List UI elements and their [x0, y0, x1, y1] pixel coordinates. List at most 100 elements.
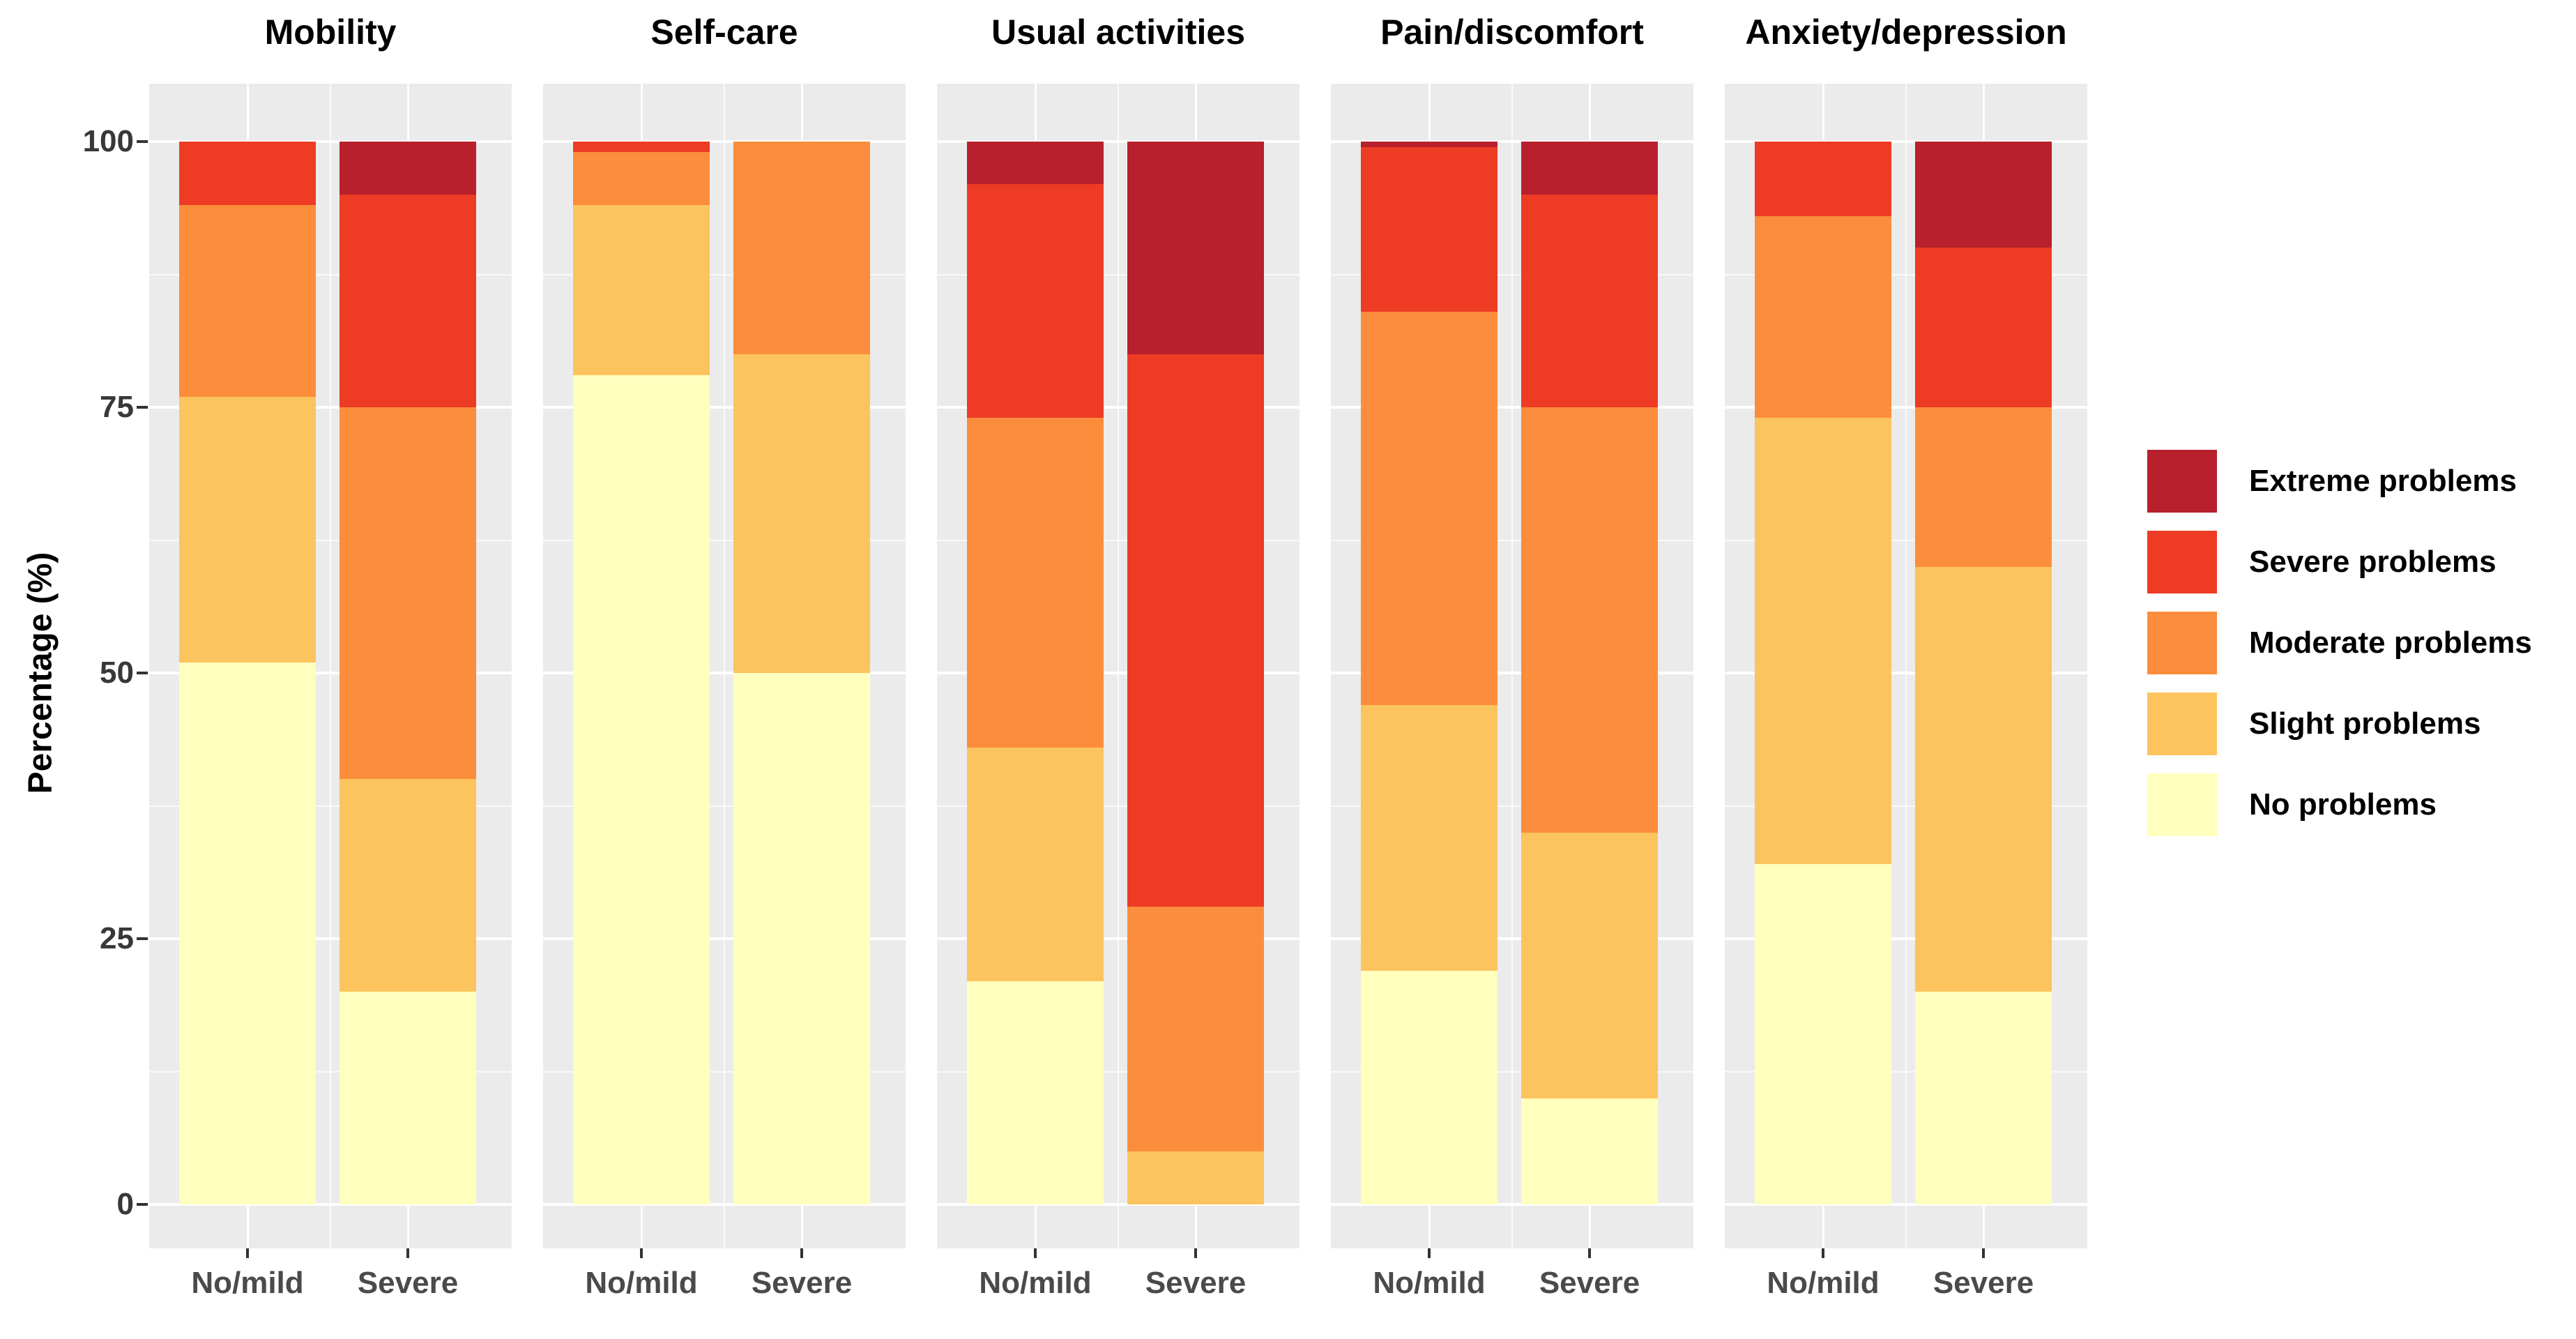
- bar-segment-moderate-problems: [1361, 311, 1497, 705]
- bar-segment-no-problems: [573, 375, 710, 1204]
- facet-title: Anxiety/depression: [1745, 13, 2067, 52]
- facet-panel: [1725, 84, 2087, 1248]
- x-tick-mark: [406, 1248, 409, 1258]
- legend-swatch-moderate-problems: [2147, 612, 2217, 674]
- stacked-bar: [733, 142, 870, 1204]
- x-tick-mark: [1588, 1248, 1591, 1258]
- bar-segment-severe-problems: [1127, 354, 1264, 907]
- bar-segment-no-problems: [1755, 864, 1891, 1204]
- bar-segment-no-problems: [733, 673, 870, 1204]
- bar-segment-severe-problems: [1755, 142, 1891, 216]
- stacked-bar: [179, 142, 316, 1204]
- bar-segment-severe-problems: [179, 142, 316, 206]
- stacked-bar: [1127, 142, 1264, 1204]
- x-tick-label: No/mild: [1767, 1266, 1880, 1300]
- y-tick-mark: [137, 672, 148, 674]
- y-tick-label: 100: [82, 124, 134, 158]
- stacked-bar: [340, 142, 476, 1204]
- bar-segment-moderate-problems: [179, 205, 316, 397]
- bar-segment-slight-problems: [1361, 704, 1497, 971]
- facet-title: Pain/discomfort: [1380, 13, 1644, 52]
- x-tick-mark: [1822, 1248, 1824, 1258]
- legend-swatch-severe-problems: [2147, 531, 2217, 593]
- bar-segment-slight-problems: [1521, 832, 1658, 1098]
- x-tick-mark: [246, 1248, 249, 1258]
- gridline-minor-vertical: [724, 84, 725, 1248]
- legend-label: Extreme problems: [2249, 464, 2517, 498]
- bar-segment-no-problems: [1521, 1098, 1658, 1204]
- x-tick-label: Severe: [751, 1266, 853, 1300]
- bar-segment-severe-problems: [967, 184, 1104, 418]
- bar-segment-slight-problems: [1915, 566, 2052, 992]
- gridline-minor-vertical: [330, 84, 331, 1248]
- x-tick-mark: [1428, 1248, 1431, 1258]
- bar-segment-moderate-problems: [1521, 407, 1658, 833]
- x-tick-label: No/mild: [979, 1266, 1092, 1300]
- bar-segment-severe-problems: [573, 142, 710, 153]
- y-tick-mark: [137, 406, 148, 409]
- bar-segment-no-problems: [1915, 992, 2052, 1204]
- bar-segment-severe-problems: [1915, 248, 2052, 408]
- facet-panel: [543, 84, 906, 1248]
- legend-label: No problems: [2249, 787, 2437, 822]
- bar-segment-severe-problems: [340, 195, 476, 408]
- bar-segment-moderate-problems: [1755, 215, 1891, 418]
- y-tick-label: 75: [100, 390, 134, 424]
- legend-swatch-no-problems: [2147, 773, 2217, 836]
- facet-title: Usual activities: [991, 13, 1246, 52]
- bar-segment-severe-problems: [1521, 195, 1658, 408]
- stacked-bar: [967, 142, 1104, 1204]
- legend-label: Slight problems: [2249, 706, 2481, 741]
- stacked-bar: [1361, 142, 1497, 1204]
- bar-segment-moderate-problems: [733, 142, 870, 354]
- x-tick-label: Severe: [1539, 1266, 1640, 1300]
- x-tick-mark: [800, 1248, 803, 1258]
- bar-segment-moderate-problems: [1127, 907, 1264, 1151]
- bar-segment-slight-problems: [179, 396, 316, 663]
- stacked-bar: [1755, 142, 1891, 1204]
- bar-segment-extreme-problems: [967, 142, 1104, 184]
- x-tick-label: Severe: [1933, 1266, 2034, 1300]
- facet-panel: [149, 84, 512, 1248]
- y-tick-mark: [137, 140, 148, 143]
- facet-title: Self-care: [650, 13, 798, 52]
- legend-label: Severe problems: [2249, 545, 2497, 579]
- x-tick-label: No/mild: [191, 1266, 304, 1300]
- y-tick-mark: [137, 1203, 148, 1206]
- bar-segment-no-problems: [967, 981, 1104, 1204]
- bar-segment-extreme-problems: [1521, 142, 1658, 195]
- legend-swatch-slight-problems: [2147, 693, 2217, 755]
- bar-segment-moderate-problems: [340, 407, 476, 780]
- legend-swatch-extreme-problems: [2147, 450, 2217, 513]
- bar-segment-slight-problems: [1755, 418, 1891, 865]
- bar-segment-severe-problems: [1361, 146, 1497, 312]
- x-tick-label: No/mild: [585, 1266, 698, 1300]
- bar-segment-extreme-problems: [1127, 142, 1264, 354]
- bar-segment-no-problems: [340, 992, 476, 1204]
- bar-segment-slight-problems: [1127, 1151, 1264, 1204]
- bar-segment-no-problems: [1361, 970, 1497, 1204]
- x-tick-mark: [1194, 1248, 1197, 1258]
- facet-panel: [937, 84, 1300, 1248]
- gridline-minor-vertical: [1905, 84, 1907, 1248]
- gridline-minor-vertical: [1118, 84, 1119, 1248]
- stacked-bar: [1915, 142, 2052, 1204]
- bar-segment-moderate-problems: [967, 418, 1104, 748]
- bar-segment-extreme-problems: [1915, 142, 2052, 248]
- gridline-minor-vertical: [1511, 84, 1513, 1248]
- bar-segment-extreme-problems: [1361, 142, 1497, 147]
- bar-segment-slight-problems: [340, 779, 476, 992]
- stacked-bar: [1521, 142, 1658, 1204]
- x-tick-mark: [640, 1248, 643, 1258]
- y-tick-label: 0: [116, 1187, 134, 1221]
- legend-item: Slight problems: [2147, 693, 2532, 755]
- x-tick-label: Severe: [1145, 1266, 1247, 1300]
- x-tick-mark: [1982, 1248, 1985, 1258]
- y-tick-label: 50: [100, 656, 134, 690]
- legend-item: Moderate problems: [2147, 612, 2532, 674]
- legend-item: Severe problems: [2147, 531, 2532, 593]
- x-tick-label: Severe: [357, 1266, 459, 1300]
- facet-title: Mobility: [264, 13, 397, 52]
- bar-segment-slight-problems: [967, 747, 1104, 981]
